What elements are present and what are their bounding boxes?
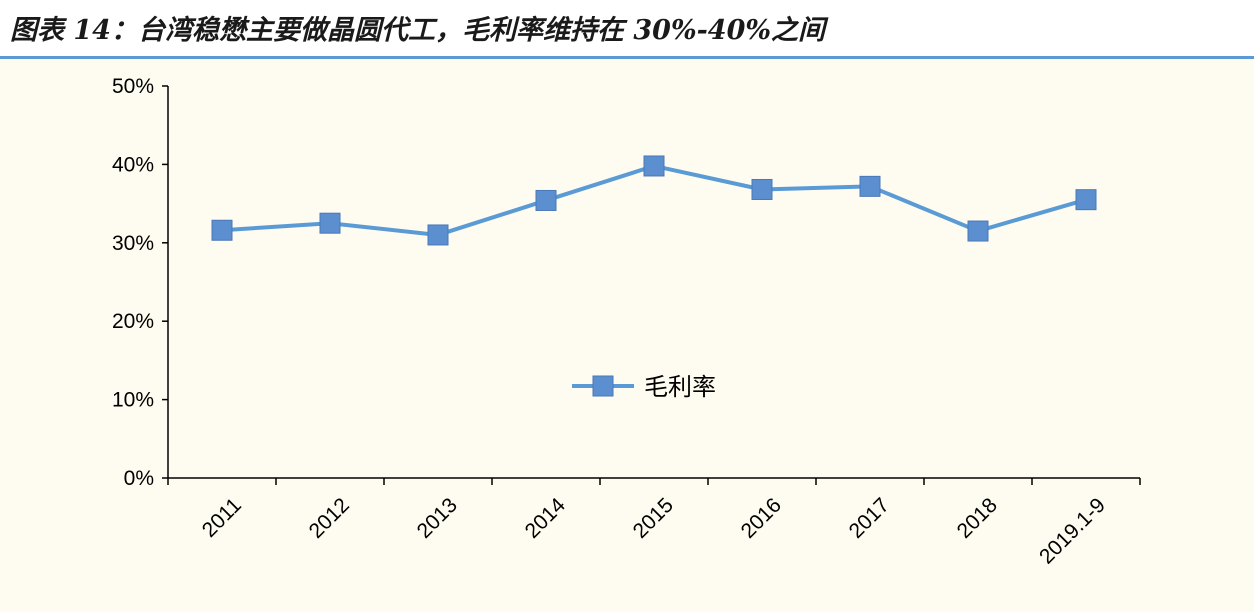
legend: 毛利率 [572, 373, 716, 401]
data-point-marker [859, 175, 881, 197]
x-tick-label: 2016 [737, 494, 786, 543]
x-tick-label: 2013 [413, 494, 462, 543]
chart-axes [167, 86, 1140, 479]
y-axis-ticks: 0% 10% 20% 30% 40% 50% [112, 75, 168, 490]
legend-marker [592, 375, 614, 397]
data-point-marker [1075, 189, 1097, 211]
y-tick-label: 40% [112, 153, 154, 176]
x-tick-label: 2011 [198, 494, 246, 542]
y-tick-label: 50% [112, 75, 154, 98]
data-point-marker [535, 189, 557, 211]
x-tick-label: 2015 [629, 494, 678, 543]
data-point-marker [427, 224, 449, 246]
data-point-marker [211, 219, 233, 241]
data-point-marker [751, 178, 773, 200]
y-tick-label: 20% [112, 310, 154, 333]
series-group [211, 155, 1097, 246]
data-point-marker [967, 220, 989, 242]
data-point-marker [319, 212, 341, 234]
title-underline [0, 56, 1254, 59]
y-tick-label: 10% [112, 389, 154, 412]
data-point-marker [643, 155, 665, 177]
figure-title: 图表 14：台湾稳懋主要做晶圆代工，毛利率维持在 30%-40%之间 [10, 15, 826, 46]
x-tick-label: 2014 [521, 493, 571, 543]
y-tick-label: 0% [124, 467, 154, 490]
x-axis-ticks: 2011 2012 2013 2014 2015 2016 2017 2018 2019.1-9 [167, 478, 1141, 569]
y-tick-label: 30% [112, 232, 154, 255]
x-tick-label: 2012 [305, 494, 354, 543]
legend-label: 毛利率 [644, 373, 716, 401]
x-tick-label: 2019.1-9 [1035, 494, 1110, 569]
figure-header: 图表 14：台湾稳懋主要做晶圆代工，毛利率维持在 30%-40%之间 [0, 0, 1254, 56]
x-tick-label: 2017 [845, 494, 894, 543]
x-tick-label: 2018 [953, 494, 1002, 543]
